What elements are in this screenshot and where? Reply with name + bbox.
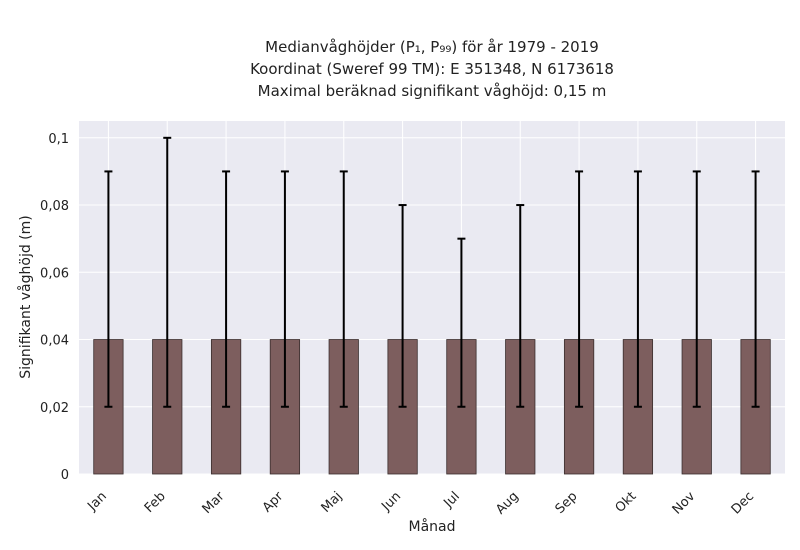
error-bar-maj	[339, 170, 348, 408]
chart-title-line-2: Koordinat (Sweref 99 TM): E 351348, N 61…	[250, 60, 614, 78]
error-bar-jun	[398, 204, 407, 408]
y-axis-ticks: 0 0,02 0,04 0,06 0,08 0,1	[40, 132, 69, 483]
chart-title-line-1: Medianvåghöjder (P₁, P₉₉) för år 1979 - …	[265, 38, 599, 56]
x-axis-ticks: Jan Feb Mar Apr Maj Jun Jul Aug Sep Okt Nov Dec	[84, 489, 757, 518]
x-tick-label-jun: Jun	[378, 489, 404, 515]
x-tick-label-jan: Jan	[84, 489, 109, 514]
chart-title: Medianvåghöjder (P₁, P₉₉) för år 1979 - …	[250, 38, 614, 100]
y-axis-label: Signifikant våghöjd (m)	[17, 215, 34, 378]
error-bar-jan	[104, 170, 113, 408]
x-tick-label-jul: Jul	[441, 489, 463, 511]
error-bar-feb	[163, 136, 172, 408]
error-bar-aug	[516, 204, 525, 408]
error-bar-apr	[280, 170, 289, 408]
error-bar-sep	[575, 170, 584, 408]
y-tick-label: 0,08	[40, 199, 69, 214]
y-tick-label: 0,06	[40, 266, 69, 281]
chart-title-line-3: Maximal beräknad signifikant våghöjd: 0,…	[258, 82, 607, 100]
x-tick-label-maj: Maj	[319, 489, 346, 516]
x-tick-label-dec: Dec	[729, 489, 757, 517]
error-bars	[104, 136, 760, 408]
y-tick-label: 0,04	[40, 334, 69, 349]
x-axis-label: Månad	[409, 518, 456, 535]
x-tick-label-apr: Apr	[260, 489, 287, 516]
error-bar-dec	[751, 170, 760, 408]
x-tick-label-aug: Aug	[493, 489, 522, 518]
x-tick-label-nov: Nov	[670, 489, 699, 518]
y-tick-label: 0,1	[48, 132, 69, 147]
y-tick-label: 0,02	[40, 401, 69, 416]
x-tick-label-feb: Feb	[142, 489, 169, 516]
x-tick-label-sep: Sep	[553, 489, 581, 517]
error-bar-jul	[457, 237, 466, 408]
error-bar-okt	[633, 170, 642, 408]
x-tick-label-okt: Okt	[613, 489, 640, 516]
error-bar-mar	[222, 170, 231, 408]
error-bar-nov	[692, 170, 701, 408]
y-tick-label: 0	[61, 468, 69, 483]
x-tick-label-mar: Mar	[200, 489, 228, 517]
plot-area	[79, 121, 785, 474]
